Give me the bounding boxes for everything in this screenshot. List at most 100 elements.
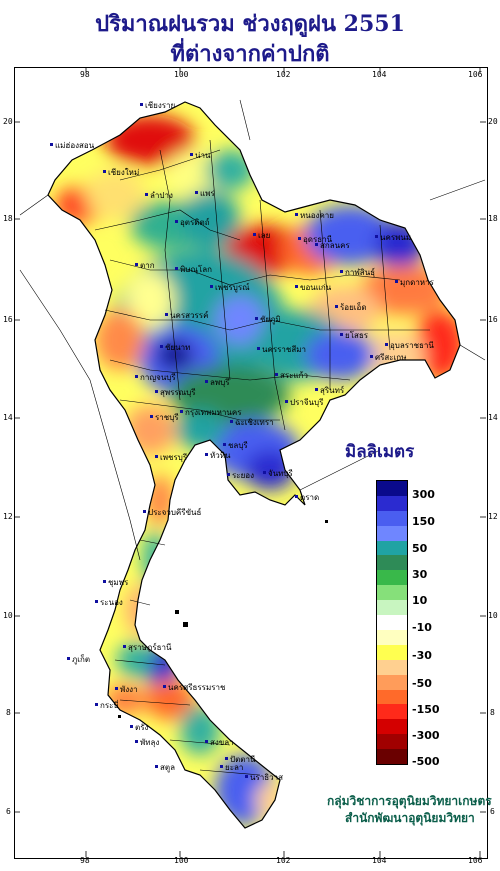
province-borders: [94, 139, 430, 776]
place-label: เพชรบูรณ์: [215, 282, 250, 293]
station-marker: [160, 345, 163, 348]
legend-swatch: [377, 540, 407, 556]
map-subtitle: ที่ต่างจากค่าปกติ: [170, 41, 330, 67]
place-label: นครราชสีมา: [262, 345, 306, 354]
legend-swatch: [377, 481, 407, 497]
station-marker: [263, 471, 266, 474]
lat-tick-right: 8: [490, 708, 495, 717]
station-marker: [205, 453, 208, 456]
station-marker: [103, 580, 106, 583]
place-label: กาฬสินธุ์: [345, 267, 375, 277]
lon-tick-top: 104: [372, 70, 387, 79]
legend-label: 30: [412, 568, 428, 581]
lon-tick-top: 102: [276, 70, 291, 79]
legend-swatch: [377, 555, 407, 571]
station-marker: [298, 237, 301, 240]
station-marker: [130, 725, 133, 728]
station-marker: [275, 373, 278, 376]
legend-swatch: [377, 704, 407, 720]
legend-swatch: [377, 674, 407, 691]
station-marker: [225, 757, 228, 760]
map-title: ปริมาณฝนรวม ช่วงฤดูฝน 2551: [95, 11, 405, 37]
station-marker: [227, 473, 230, 476]
station-marker: [115, 687, 118, 690]
station-marker: [295, 285, 298, 288]
place-label: เชียงใหม่: [108, 168, 139, 177]
place-label: พิษณุโลก: [180, 264, 212, 274]
place-label: ตราด: [300, 493, 319, 502]
station-marker: [295, 495, 298, 498]
place-label: ชุมพร: [108, 578, 129, 587]
graticule-ticks: [14, 67, 486, 857]
legend-label: -30: [412, 649, 432, 662]
place-label: สตูล: [160, 763, 175, 773]
place-label: นครพนม: [380, 233, 411, 242]
station-marker: [135, 740, 138, 743]
station-marker: [335, 305, 338, 308]
place-label: สุพรรณบุรี: [160, 388, 196, 397]
station-marker: [230, 420, 233, 423]
lon-tick-bottom: 106: [468, 856, 483, 865]
station-marker: [223, 443, 226, 446]
place-label: อุบลราชธานี: [390, 341, 434, 350]
legend-swatch: [377, 629, 407, 646]
station-marker: [67, 657, 70, 660]
lat-tick-right: 20: [488, 117, 498, 126]
place-label: ชัยภูมิ: [260, 315, 281, 325]
lat-tick-right: 16: [488, 315, 498, 324]
station-marker: [253, 233, 256, 236]
place-label: ยะลา: [225, 763, 243, 772]
place-label: สุราษฎร์ธานี: [128, 642, 172, 652]
legend-label: -50: [412, 677, 432, 690]
place-label: สุรินทร์: [320, 385, 345, 395]
legend-colorbar: [376, 480, 408, 765]
legend-swatch: [377, 659, 407, 676]
station-marker: [315, 388, 318, 391]
lat-tick-left: 8: [6, 708, 11, 717]
legend-label: -500: [412, 755, 440, 768]
place-label: อุดรธานี: [303, 235, 333, 244]
place-label: สระแก้ว: [280, 371, 308, 380]
legend-label: 10: [412, 594, 428, 607]
place-label: ขอนแก่น: [300, 283, 332, 292]
place-label: นครสวรรค์: [170, 310, 208, 320]
place-label: นราธิวาส: [250, 773, 283, 782]
legend-swatch: [377, 719, 407, 735]
station-marker: [155, 390, 158, 393]
legend-label: 300: [412, 488, 435, 501]
place-label: ภูเก็ต: [72, 654, 90, 665]
place-label: เพชรบุรี: [160, 453, 188, 462]
place-label: ตาก: [140, 261, 155, 270]
station-marker: [50, 143, 53, 146]
place-label: ปราจีนบุรี: [290, 398, 324, 407]
lat-tick-left: 20: [3, 117, 13, 126]
lat-tick-right: 6: [490, 807, 495, 816]
legend-swatch: [377, 495, 407, 512]
legend-swatch: [377, 585, 407, 601]
place-label: จันทบุรี: [268, 469, 294, 478]
place-label: ปัตตานี: [230, 755, 256, 764]
station-marker: [385, 343, 388, 346]
place-label: ศรีสะเกษ: [375, 353, 406, 362]
station-marker: [103, 170, 106, 173]
station-marker: [140, 103, 143, 106]
station-marker: [165, 313, 168, 316]
place-label: กาญจนบุรี: [140, 373, 176, 382]
place-label: ฉะเชิงเทรา: [235, 418, 274, 427]
station-marker: [155, 765, 158, 768]
place-label: ลำปาง: [150, 191, 173, 200]
legend-swatch: [377, 734, 407, 750]
station-marker: [175, 220, 178, 223]
station-marker: [145, 193, 148, 196]
station-marker: [180, 410, 183, 413]
place-label: มุกดาหาร: [400, 278, 435, 287]
station-marker: [375, 235, 378, 238]
station-marker: [95, 703, 98, 706]
legend-label: 150: [412, 515, 435, 528]
place-label: ร้อยเอ็ด: [340, 302, 367, 312]
legend-swatch: [377, 570, 407, 586]
station-marker: [395, 280, 398, 283]
place-label: เชียงราย: [145, 101, 175, 110]
place-label: กรุงเทพมหานคร: [185, 408, 242, 417]
station-marker: [340, 270, 343, 273]
